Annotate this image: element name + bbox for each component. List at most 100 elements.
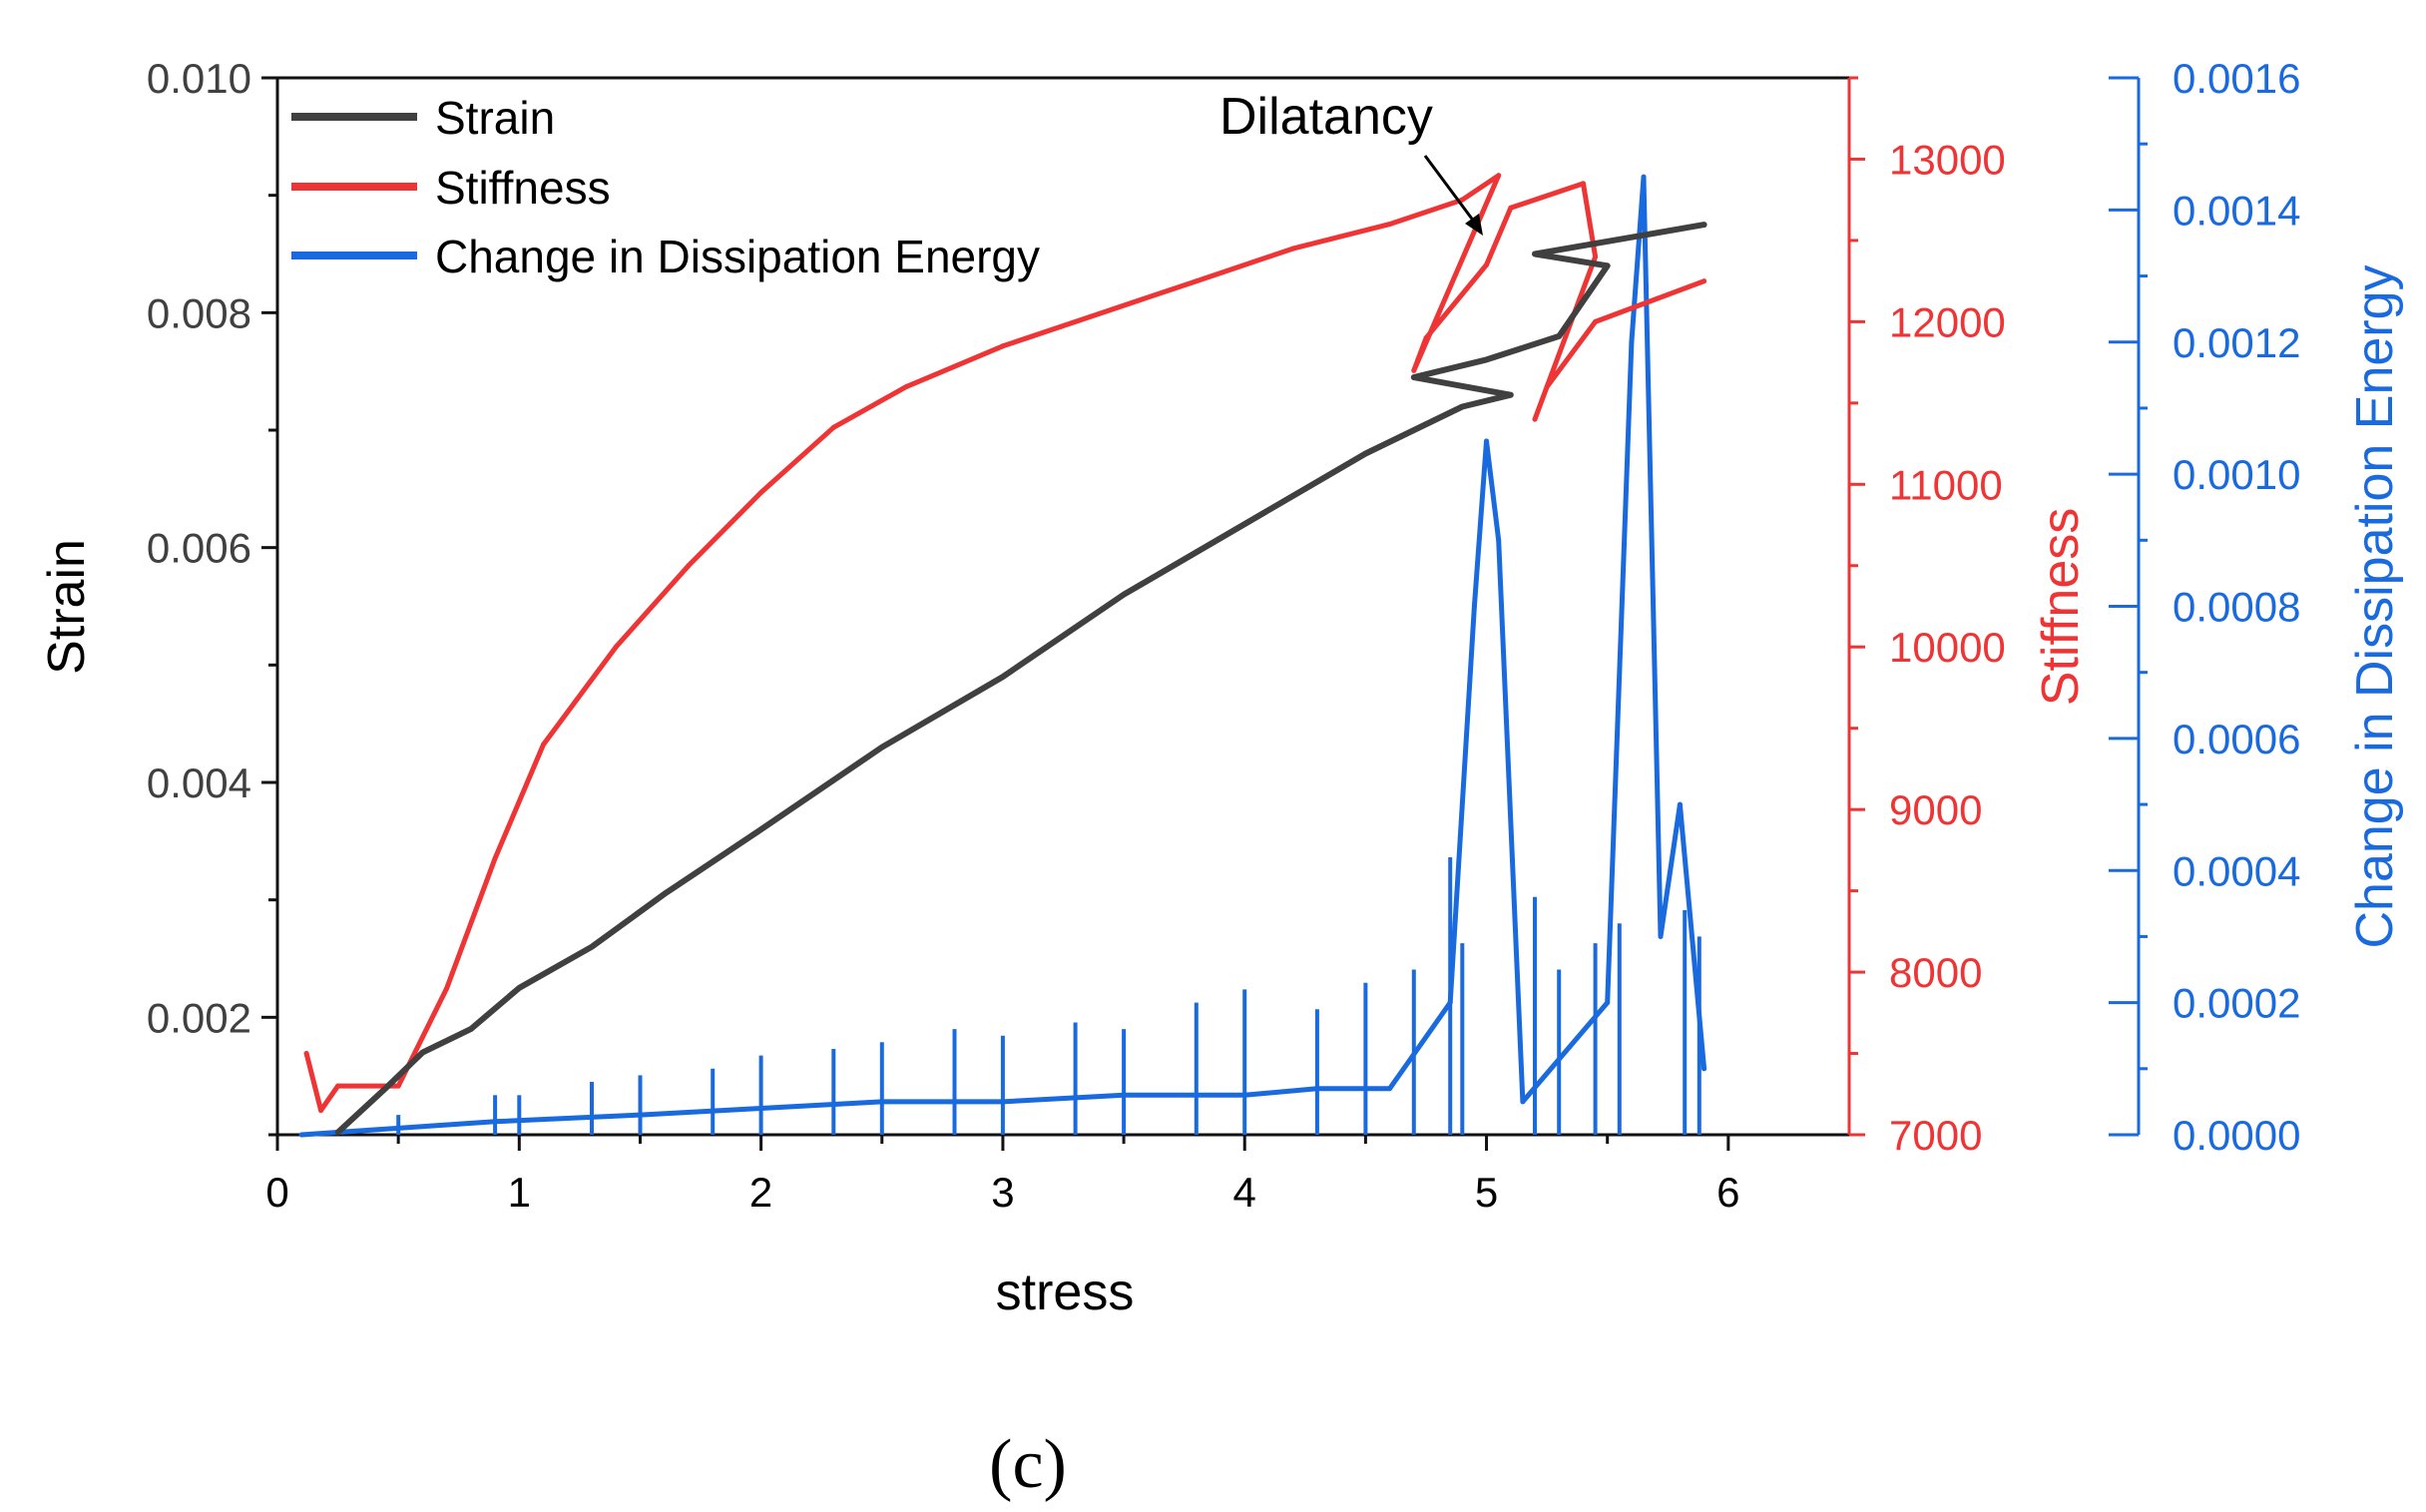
series-point-1-3 <box>395 1083 401 1089</box>
dissipation-tick-label-0: 0.0000 <box>2173 1112 2300 1159</box>
series-point-0-11 <box>1241 521 1247 527</box>
dissipation-tick-label-5: 0.0010 <box>2173 451 2300 498</box>
dissipation-energy-axis: 0.0000 0.0002 0.0004 0.0006 0.0008 0.0010 0.00… <box>2109 55 2300 1159</box>
series-point-2-12 <box>1484 438 1489 444</box>
series-point-1-16 <box>1387 222 1393 228</box>
series-point-2-17 <box>1641 174 1647 180</box>
x-tick-label-3: 3 <box>991 1169 1014 1216</box>
stiffness-tick-label-3: 10000 <box>1889 624 2006 671</box>
series-point-1-12 <box>1000 343 1006 349</box>
series-point-1-13 <box>1097 310 1103 316</box>
dissipation-axis-title: Change in Dissipation Energy <box>2346 264 2404 948</box>
stiffness-tick-label-1: 8000 <box>1889 949 1982 996</box>
stiffness-tick-label-5: 12000 <box>1889 298 2006 345</box>
series-point-1-19 <box>1411 367 1417 373</box>
series-point-0-1 <box>383 1085 389 1091</box>
series-point-2-16 <box>1629 339 1635 345</box>
series-point-0-4 <box>516 985 522 991</box>
x-axis: 0 1 2 3 4 5 6 <box>265 1135 1740 1216</box>
series-point-0-15 <box>1411 374 1417 380</box>
series-point-2-15 <box>1605 1000 1611 1006</box>
series-point-0-7 <box>758 826 764 832</box>
series-point-0-2 <box>419 1050 425 1056</box>
dissipation-tick-label-3: 0.0006 <box>2173 716 2300 762</box>
dilatancy-annotation: Dilatancy <box>1219 88 1433 146</box>
series-point-1-4 <box>444 985 450 991</box>
x-axis-title: stress <box>996 1263 1135 1321</box>
series-point-1-11 <box>903 384 909 390</box>
series-point-1-23 <box>1581 181 1586 187</box>
series-point-1-25 <box>1532 416 1538 422</box>
series-point-0-0 <box>335 1130 341 1136</box>
series-point-2-13 <box>1496 537 1502 543</box>
series-point-1-2 <box>335 1083 341 1089</box>
figure-caption: (c) <box>989 1426 1067 1503</box>
series-point-2-9 <box>1387 1086 1393 1092</box>
strain-tick-label-0: 0.002 <box>147 994 251 1041</box>
series-point-1-22 <box>1508 205 1514 211</box>
strain-axis: 0.002 0.004 0.006 0.008 0.010 <box>147 55 277 1137</box>
stiffness-tick-label-4: 11000 <box>1889 461 2003 508</box>
series-point-1-17 <box>1459 197 1465 203</box>
stiffness-axis: 7000 8000 9000 10000 11000 12000 13000 <box>1847 76 2006 1159</box>
x-tick-label-4: 4 <box>1233 1169 1256 1216</box>
x-tick-label-0: 0 <box>265 1169 288 1216</box>
series-point-2-18 <box>1658 933 1664 939</box>
strain-tick-label-4: 0.010 <box>147 55 251 102</box>
series-point-0-13 <box>1459 404 1465 409</box>
stiffness-tick-label-6: 13000 <box>1889 136 2006 183</box>
series-point-0-12 <box>1362 451 1368 456</box>
dissipation-tick-label-2: 0.0004 <box>2173 847 2300 894</box>
series-point-1-26 <box>1544 384 1550 390</box>
strain-tick-label-1: 0.004 <box>147 759 251 806</box>
series-point-1-15 <box>1290 246 1296 252</box>
series-point-1-20 <box>1423 335 1429 341</box>
x-tick-label-5: 5 <box>1475 1169 1498 1216</box>
series-point-0-17 <box>1556 333 1562 339</box>
series-line-strain <box>334 222 1707 1136</box>
x-tick-label-6: 6 <box>1716 1169 1739 1216</box>
series-point-1-24 <box>1593 253 1599 259</box>
stiffness-tick-label-0: 7000 <box>1889 1112 1982 1159</box>
x-tick-label-2: 2 <box>749 1169 772 1216</box>
strain-tick-label-3: 0.008 <box>147 289 251 336</box>
dissipation-tick-label-1: 0.0002 <box>2173 980 2300 1027</box>
series-point-0-10 <box>1121 592 1127 598</box>
series-point-2-11 <box>1471 604 1477 609</box>
series-point-0-18 <box>1605 262 1611 268</box>
series-point-1-10 <box>830 424 836 430</box>
series-point-1-6 <box>541 742 546 748</box>
series-point-0-8 <box>879 745 885 751</box>
series-point-0-3 <box>468 1026 474 1032</box>
series-point-1-9 <box>758 490 764 495</box>
strain-axis-title: Strain <box>38 539 96 675</box>
series-point-2-14 <box>1520 1099 1526 1105</box>
strain-tick-label-2: 0.006 <box>147 525 251 572</box>
series-point-2-20 <box>1701 1066 1707 1072</box>
series-point-1-27 <box>1593 318 1599 324</box>
series-point-0-20 <box>1701 222 1707 228</box>
dissipation-tick-label-6: 0.0012 <box>2173 319 2300 366</box>
series-point-0-14 <box>1508 392 1514 398</box>
dilatancy-arrow <box>1423 155 1483 236</box>
x-tick-label-1: 1 <box>508 1169 531 1216</box>
series-point-1-7 <box>613 644 619 650</box>
series-point-1-0 <box>303 1051 309 1056</box>
series-point-1-14 <box>1194 278 1200 284</box>
legend-label-dissipation: Change in Dissipation Energy <box>435 231 1040 282</box>
series-point-2-0 <box>298 1132 304 1138</box>
series-point-1-5 <box>492 855 498 861</box>
dissipation-tick-label-8: 0.0016 <box>2173 55 2300 102</box>
dissipation-tick-label-7: 0.0014 <box>2173 187 2300 234</box>
series-point-1-28 <box>1701 278 1707 284</box>
legend-label-strain: Strain <box>435 92 555 144</box>
series-point-0-6 <box>662 891 668 897</box>
series-point-0-9 <box>1000 674 1006 680</box>
series-point-1-8 <box>686 563 692 569</box>
series-line-stiffness <box>303 173 1707 1114</box>
series-point-0-16 <box>1484 356 1489 362</box>
legend: Strain Stiffness Change in Dissipation E… <box>291 92 1040 282</box>
series-point-0-19 <box>1532 252 1538 256</box>
stiffness-tick-label-2: 9000 <box>1889 786 1982 833</box>
